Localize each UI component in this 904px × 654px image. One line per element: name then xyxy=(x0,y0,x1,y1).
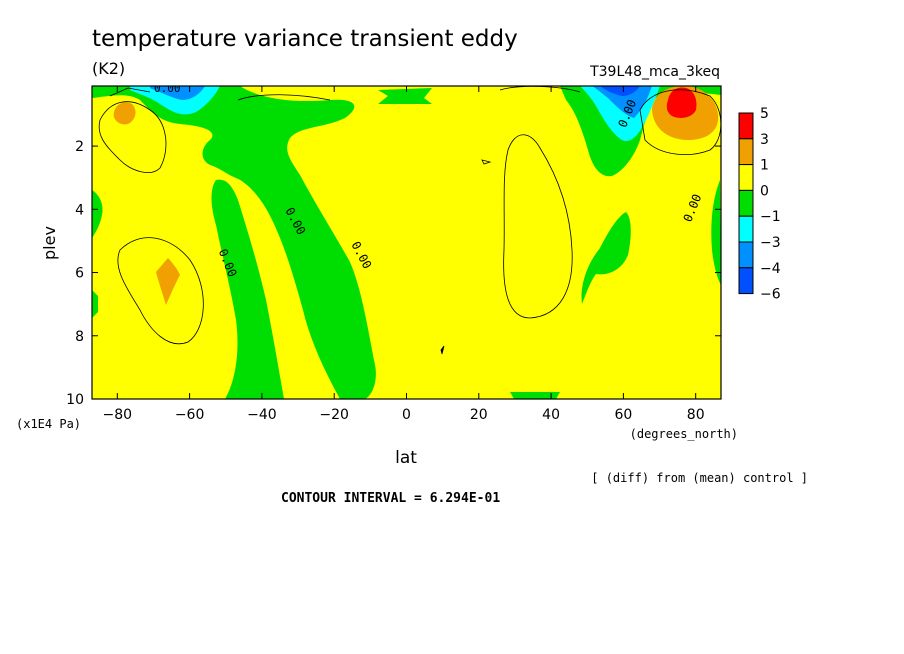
x-tick-label: 20 xyxy=(470,407,488,423)
y-tick-label: 8 xyxy=(75,329,84,345)
y-tick-label: 4 xyxy=(75,202,84,218)
experiment-label: T39L48_mca_3keq xyxy=(589,64,720,80)
colorbar-label: −6 xyxy=(760,287,781,303)
colorbar-swatch xyxy=(738,112,754,140)
diff-note: [ (diff) from (mean) control ] xyxy=(591,471,808,485)
colorbar-swatch xyxy=(738,267,754,295)
green-region-west-edge-2 xyxy=(92,290,98,318)
y-tick-label: 2 xyxy=(75,139,84,155)
green-region-west-edge xyxy=(92,190,103,238)
y-axis-title: plev xyxy=(40,226,59,260)
colorbar-label: −4 xyxy=(760,261,781,277)
darkblue-region-north xyxy=(600,86,640,96)
orange-region-south-upper xyxy=(113,102,136,125)
x-axis-unit: (degrees_north) xyxy=(630,427,738,441)
x-tick-label: −60 xyxy=(175,407,205,423)
orange-region-south-mid xyxy=(156,258,180,305)
colorbar-label: 5 xyxy=(760,106,769,122)
chart-title: temperature variance transient eddy xyxy=(92,26,518,52)
green-region-south-upper xyxy=(92,86,376,399)
x-axis-title: lat xyxy=(395,448,417,468)
y-tick-label: 6 xyxy=(75,266,84,282)
contour-field: 0.00 0.00 0.00 0.00 0.00 0.00 xyxy=(92,82,721,399)
colorbar-label: 3 xyxy=(760,132,769,148)
x-tick-label: 60 xyxy=(614,407,632,423)
colorbar-swatch xyxy=(738,189,754,217)
colorbar-label: −3 xyxy=(760,235,781,251)
contour-label-1: 0.00 xyxy=(154,82,181,95)
contour-lines xyxy=(98,86,721,355)
blue-region-south xyxy=(150,86,205,100)
x-tick-label: −80 xyxy=(103,407,133,423)
green-region-equator-top xyxy=(378,88,432,104)
x-tick-label: 40 xyxy=(542,407,560,423)
x-tick-label: 0 xyxy=(402,407,411,423)
green-region-small-patch xyxy=(238,142,254,154)
blue-region-north xyxy=(592,86,652,118)
green-region-north-mid xyxy=(581,212,631,304)
x-tick-label: −20 xyxy=(319,407,349,423)
colorbar-swatch xyxy=(738,241,754,269)
green-region-south-tongue xyxy=(211,179,284,399)
y-axis-unit: (x1E4 Pa) xyxy=(16,417,81,431)
colorbar-label: −1 xyxy=(760,209,781,225)
y-axis: 2 4 6 8 10 xyxy=(66,139,721,408)
chart-units: (K2) xyxy=(92,59,125,78)
colorbar-swatch xyxy=(738,138,754,166)
x-tick-label: 80 xyxy=(687,407,705,423)
colorbar-swatch xyxy=(738,215,754,243)
y-tick-label: 10 xyxy=(66,392,84,408)
green-region-east-edge xyxy=(711,180,721,285)
colorbar-label: 1 xyxy=(760,158,769,174)
colorbar-label: 0 xyxy=(760,183,769,199)
red-region-north xyxy=(666,87,697,118)
contour-interval: CONTOUR INTERVAL = 6.294E-01 xyxy=(281,491,500,506)
green-region-bottom xyxy=(510,392,560,399)
x-tick-label: −40 xyxy=(247,407,277,423)
colorbar: 5 3 1 0 −1 −3 −4 −6 xyxy=(738,106,781,303)
x-axis: −80 −60 −40 −20 0 20 40 60 80 xyxy=(103,86,705,423)
colorbar-swatch xyxy=(738,164,754,191)
